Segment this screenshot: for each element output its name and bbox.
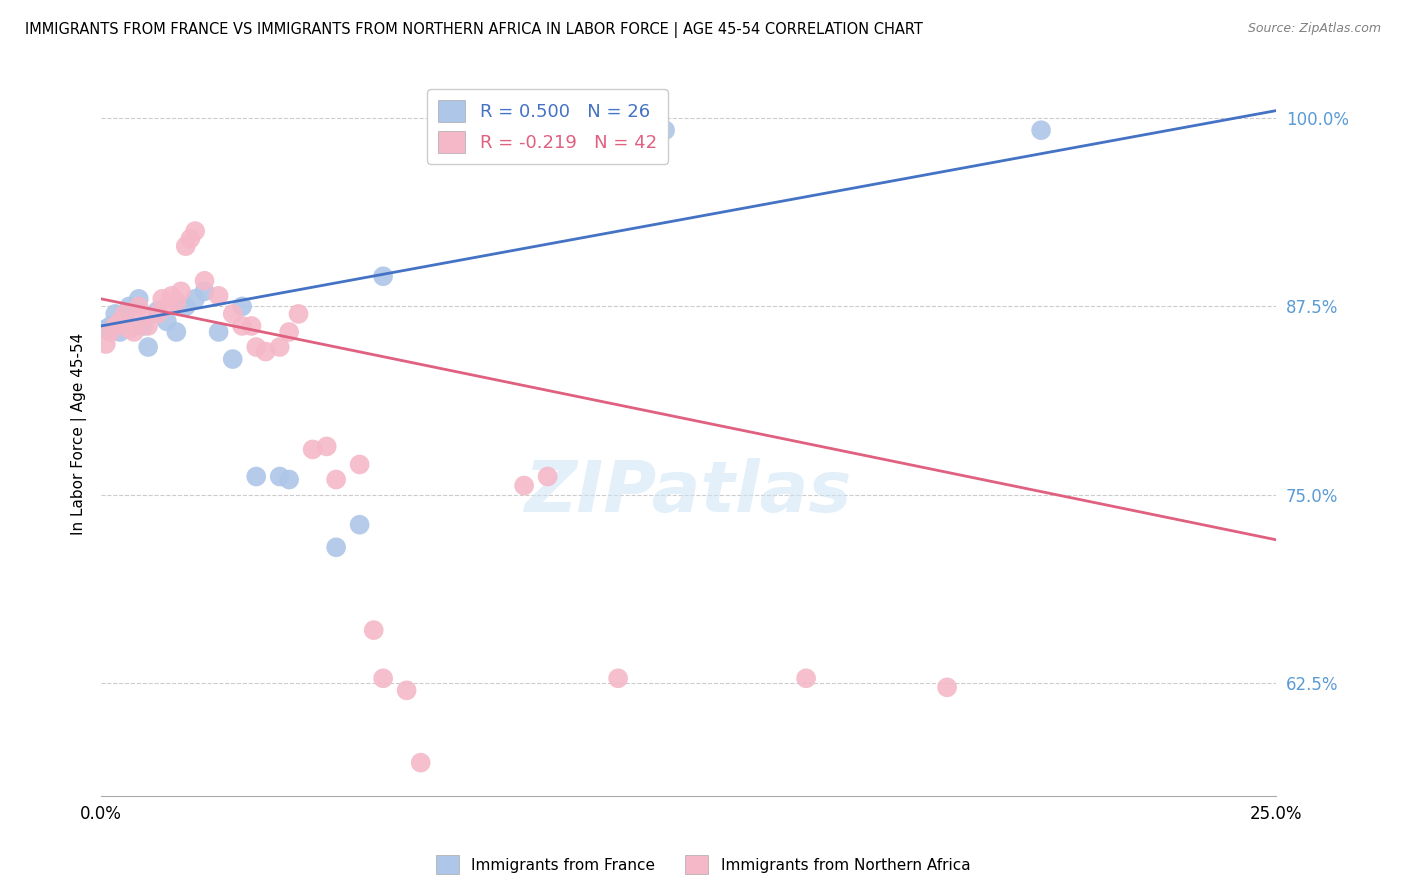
Point (245, 469, 267, 483)
Point (94, 322, 117, 336)
Point (240, 318, 263, 333)
Point (128, 292, 150, 306)
Legend: R = 0.500   N = 26, R = -0.219   N = 42: R = 0.500 N = 26, R = -0.219 N = 42 (427, 89, 668, 164)
Point (146, 307, 169, 321)
Point (108, 314, 131, 328)
Point (174, 299, 197, 313)
Point (222, 352, 245, 367)
Point (118, 322, 141, 336)
Point (654, 123, 676, 137)
Point (150, 292, 173, 306)
Point (174, 239, 197, 253)
Point (100, 325, 122, 339)
Point (315, 439, 337, 453)
Point (104, 307, 127, 321)
Point (94, 337, 117, 351)
Point (245, 340, 267, 354)
Point (207, 289, 229, 303)
Point (301, 442, 323, 457)
Point (371, 671, 394, 685)
Point (132, 318, 155, 333)
Text: Source: ZipAtlas.com: Source: ZipAtlas.com (1247, 22, 1381, 36)
Point (278, 325, 301, 339)
Point (513, 478, 536, 492)
Point (128, 299, 150, 313)
Point (122, 325, 145, 339)
Point (160, 289, 183, 303)
Point (165, 325, 187, 339)
Point (371, 269, 394, 284)
Text: ZIPatlas: ZIPatlas (524, 458, 852, 526)
Point (114, 307, 136, 321)
Point (325, 473, 347, 487)
Point (936, 681, 959, 695)
Point (269, 340, 291, 354)
Point (114, 310, 136, 324)
Point (254, 344, 277, 359)
Point (136, 340, 159, 354)
Point (136, 318, 159, 333)
Point (193, 285, 215, 299)
Point (100, 318, 122, 333)
Point (231, 299, 253, 313)
Point (409, 756, 432, 770)
Point (165, 294, 187, 309)
Point (156, 299, 179, 313)
Point (231, 318, 253, 333)
Point (349, 458, 371, 472)
Point (325, 541, 347, 555)
Point (349, 517, 371, 532)
Point (170, 285, 193, 299)
Point (207, 325, 229, 339)
Point (156, 314, 179, 328)
Point (278, 473, 301, 487)
Point (222, 307, 245, 321)
Point (118, 299, 141, 313)
Point (184, 292, 207, 306)
Point (794, 671, 817, 685)
Point (179, 232, 201, 246)
Point (536, 469, 558, 483)
Legend: Immigrants from France, Immigrants from Northern Africa: Immigrants from France, Immigrants from … (430, 849, 976, 880)
Point (132, 310, 155, 324)
Point (363, 623, 385, 637)
Point (108, 325, 131, 339)
Y-axis label: In Labor Force | Age 45-54: In Labor Force | Age 45-54 (72, 334, 87, 535)
Point (146, 304, 169, 318)
Point (193, 274, 215, 288)
Point (287, 307, 309, 321)
Point (395, 683, 418, 698)
Text: IMMIGRANTS FROM FRANCE VS IMMIGRANTS FROM NORTHERN AFRICA IN LABOR FORCE | AGE 4: IMMIGRANTS FROM FRANCE VS IMMIGRANTS FRO… (25, 22, 924, 38)
Point (184, 224, 207, 238)
Point (607, 671, 630, 685)
Point (104, 318, 127, 333)
Point (1029, 123, 1052, 137)
Point (269, 469, 291, 483)
